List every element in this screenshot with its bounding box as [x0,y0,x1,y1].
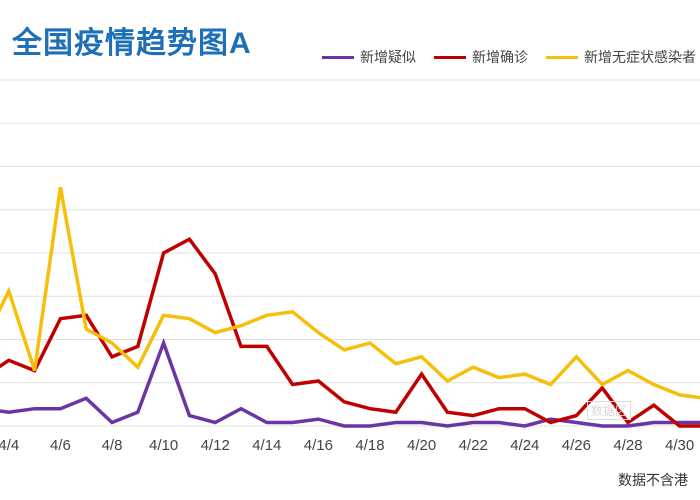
x-tick-label: 4/18 [355,437,384,454]
watermark: 数据区 [587,401,632,420]
x-tick-label: 4/16 [304,437,333,454]
legend-item-asymptomatic: 新增无症状感染者 [546,47,696,67]
x-tick-label: 4/26 [562,437,591,454]
x-tick-label: 4/14 [252,437,281,454]
x-tick-label: 4/20 [407,437,436,454]
x-tick-label: 4/4 [0,437,19,454]
series-line-suspected [0,337,700,428]
series-line-asymptomatic [0,186,700,400]
legend-label-asymptomatic: 新增无症状感染者 [584,49,696,65]
legend-item-confirmed: 新增确诊 [434,47,528,67]
footnote: 数据不含港 [618,472,688,488]
legend: 新增疑似 新增确诊 新增无症状感染者 [322,47,700,67]
x-tick-label: 4/30 [665,437,694,454]
legend-swatch-suspected [322,55,354,59]
x-tick-label: 4/8 [102,437,123,454]
chart-title: 全国疫情趋势图A [12,27,252,60]
x-tick-label: 4/10 [149,437,178,454]
x-tick-label: 4/22 [459,437,488,454]
legend-label-confirmed: 新增确诊 [472,49,528,65]
legend-item-suspected: 新增疑似 [322,47,416,67]
legend-label-suspected: 新增疑似 [360,49,416,65]
x-tick-label: 4/6 [50,437,71,454]
x-tick-label: 4/24 [510,437,539,454]
series-line-confirmed [0,236,700,428]
x-tick-label: 4/28 [613,437,642,454]
x-tick-label: 4/12 [201,437,230,454]
legend-swatch-confirmed [434,55,466,59]
legend-swatch-asymptomatic [546,55,578,59]
